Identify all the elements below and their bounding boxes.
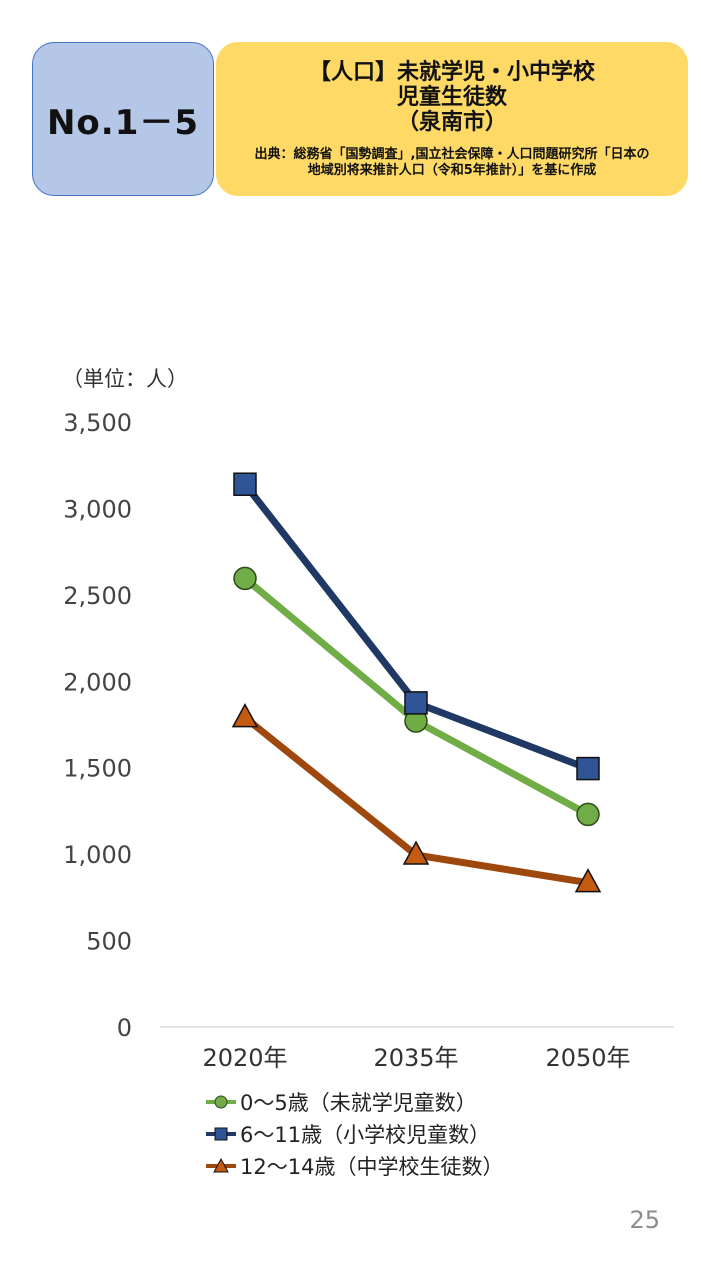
number-label: No.1－5: [46, 102, 200, 143]
y-tick-label: 500: [86, 928, 132, 956]
source-line2: 地域別将来推計人口（令和5年推計）」を基に作成: [307, 163, 597, 178]
data-point-triangle: [402, 840, 430, 865]
legend-label-0-5: 0～5歳（未就学児童数）: [240, 1091, 477, 1115]
y-tick-label: 0: [117, 1014, 132, 1042]
y-tick-label: 2,000: [63, 668, 132, 696]
header-title-line1: 【人口】未就学児・小中学校: [308, 60, 595, 85]
header-title-line2: 児童生徒数: [396, 85, 507, 110]
x-axis-ticks: 2020年 2035年 2050年: [202, 1044, 630, 1072]
legend-marker-square-icon: [206, 1127, 236, 1141]
source-note: 出典：総務省「国勢調査」,国立社会保障・人口問題研究所「日本の 地域別将来推計人…: [216, 147, 688, 179]
series-layer: [231, 472, 602, 893]
data-point-circle: [233, 566, 257, 591]
source-line1: 出典：総務省「国勢調査」,国立社会保障・人口問題研究所「日本の: [254, 147, 650, 162]
header-title-box: 【人口】未就学児・小中学校 児童生徒数 （泉南市） 出典：総務省「国勢調査」,国…: [216, 42, 688, 196]
data-point-square: [576, 756, 600, 781]
legend-label-12-14: 12～14歳（中学校生徒数）: [240, 1155, 504, 1179]
header-title-line3: （泉南市）: [396, 110, 507, 135]
data-point-triangle: [574, 868, 602, 893]
y-axis-ticks: 0 500 1,000 1,500 2,000 2,500 3,000 3,500: [63, 409, 132, 1042]
legend-item-0-5: 0～5歳（未就学児童数）: [204, 1086, 503, 1118]
legend-item-12-14: 12～14歳（中学校生徒数）: [204, 1150, 503, 1182]
legend-label-6-11: 6～11歳（小学校児童数）: [240, 1123, 491, 1147]
page-number: 25: [629, 1206, 660, 1234]
line-chart: （単位：人） 0 500 1,000 1,500 2,000 2,500 3,000 3,50…: [62, 367, 674, 1072]
x-tick-label: 2050年: [545, 1044, 630, 1072]
chart-legend: 0～5歳（未就学児童数） 6～11歳（小学校児童数） 12～14歳（中学校生徒数…: [204, 1086, 503, 1182]
y-tick-label: 3,000: [63, 495, 132, 523]
data-point-triangle: [231, 703, 259, 728]
y-tick-label: 1,500: [63, 755, 132, 783]
x-tick-label: 2035年: [373, 1044, 458, 1072]
number-badge: No.1－5: [32, 42, 214, 196]
data-point-square: [404, 691, 428, 715]
legend-marker-triangle-icon: [206, 1157, 236, 1173]
y-tick-label: 3,500: [63, 409, 132, 437]
legend-item-6-11: 6～11歳（小学校児童数）: [204, 1118, 503, 1150]
unit-label: （単位：人）: [62, 367, 188, 391]
y-tick-label: 1,000: [63, 841, 132, 869]
data-point-square: [233, 472, 257, 496]
y-tick-label: 2,500: [63, 582, 132, 610]
x-tick-label: 2020年: [202, 1044, 287, 1072]
legend-marker-circle-icon: [206, 1095, 236, 1109]
data-point-circle: [576, 802, 600, 827]
